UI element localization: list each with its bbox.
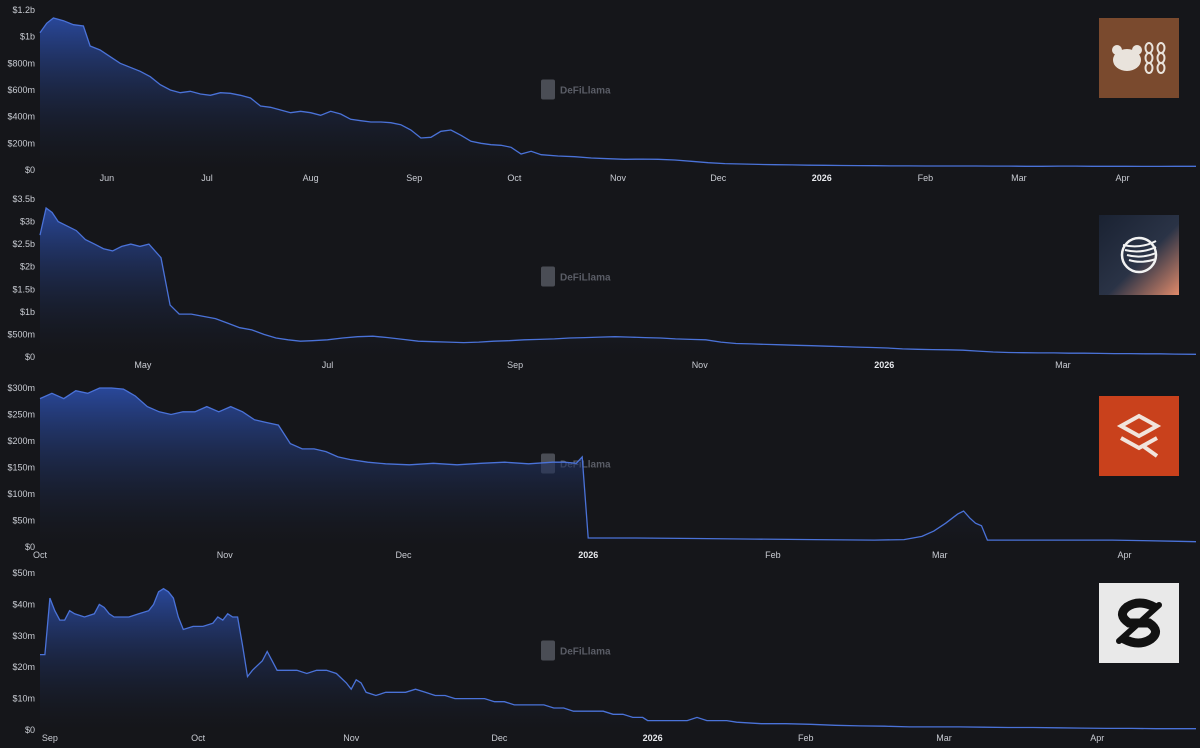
x-tick-label: Nov xyxy=(217,550,234,560)
y-tick-label: $200m xyxy=(7,436,35,446)
watermark: DeFiLlama xyxy=(541,266,611,287)
watermark: DeFiLlama xyxy=(541,79,611,100)
x-tick-label: Mar xyxy=(1055,360,1071,370)
y-tick-label: $0 xyxy=(25,165,35,175)
x-tick-label: Jul xyxy=(201,173,213,183)
x-tick-label: 2026 xyxy=(812,173,832,183)
svg-text:DeFiLlama: DeFiLlama xyxy=(560,86,611,97)
x-tick-label: Jul xyxy=(322,360,334,370)
chart-panel-4: $0 $10m $20m $30m $40m $50m Sep Oct Nov Dec 2026 Fe… xyxy=(0,561,1200,748)
y-tick-label: $10m xyxy=(12,694,35,704)
y-tick-label: $800m xyxy=(7,58,35,68)
x-tick-label: Dec xyxy=(395,550,412,560)
y-tick-label: $1.2b xyxy=(12,5,35,15)
y-tick-label: $1b xyxy=(20,307,35,317)
svg-text:DeFiLlama: DeFiLlama xyxy=(560,647,611,658)
series-line xyxy=(39,206,1197,355)
x-tick-label: Mar xyxy=(1011,173,1027,183)
x-tick-label: Oct xyxy=(507,173,522,183)
chart-svg: $0 $200m $400m $600m $800m $1b $1.2b Jun Jul Aug S… xyxy=(7,5,1196,183)
s-mark-logo xyxy=(1099,583,1179,663)
x-tick-label: Mar xyxy=(936,733,952,743)
x-tick-label: Oct xyxy=(33,550,48,560)
series-area xyxy=(40,388,1196,547)
x-tick-label: Jun xyxy=(100,173,115,183)
x-tick-label: Sep xyxy=(42,733,58,743)
x-tick-label: Apr xyxy=(1117,550,1131,560)
y-tick-label: $300m xyxy=(7,383,35,393)
y-tick-label: $250m xyxy=(7,410,35,420)
y-tick-label: $100m xyxy=(7,489,35,499)
svg-text:DeFiLlama: DeFiLlama xyxy=(560,460,611,471)
x-tick-label: 2026 xyxy=(578,550,598,560)
x-tick-label: Sep xyxy=(507,360,523,370)
series-line xyxy=(39,17,1196,168)
y-tick-label: $2b xyxy=(20,262,35,272)
x-tick-label: Sep xyxy=(406,173,422,183)
x-tick-label: Feb xyxy=(918,173,934,183)
chart-panel-2: $0 $500m $1b $1.5b $2b $2.5b $3b $3.5b May Jul Sep… xyxy=(0,187,1200,374)
y-tick-label: $600m xyxy=(7,85,35,95)
y-tick-label: $1.5b xyxy=(12,284,35,294)
x-tick-label: Feb xyxy=(798,733,814,743)
x-tick-label: Aug xyxy=(303,173,319,183)
chart-svg: $0 $500m $1b $1.5b $2b $2.5b $3b $3.5b May Jul Sep… xyxy=(7,194,1197,370)
series-area xyxy=(40,588,1196,730)
globe-arc-logo xyxy=(1099,215,1179,295)
x-tick-label: 2026 xyxy=(874,360,894,370)
y-tick-label: $200m xyxy=(7,138,35,148)
svg-text:DeFiLlama: DeFiLlama xyxy=(560,273,611,284)
x-tick-label: Dec xyxy=(710,173,727,183)
y-tick-label: $0 xyxy=(25,725,35,735)
y-tick-label: $20m xyxy=(12,662,35,672)
chart-svg: $0 $10m $20m $30m $40m $50m Sep Oct Nov Dec 2026 Fe… xyxy=(12,568,1196,743)
y-tick-label: $50m xyxy=(12,568,35,578)
x-tick-label: Apr xyxy=(1115,173,1129,183)
y-tick-label: $150m xyxy=(7,463,35,473)
y-tick-label: $50m xyxy=(12,516,35,526)
x-tick-label: Oct xyxy=(191,733,206,743)
x-tick-label: 2026 xyxy=(643,733,663,743)
series-line xyxy=(40,587,1196,730)
chart-svg: $0 $50m $100m $150m $200m $250m $300m Oct Nov Dec… xyxy=(7,383,1197,560)
y-tick-label: $0 xyxy=(25,542,35,552)
watermark: DeFiLlama xyxy=(541,640,611,661)
y-tick-label: $0 xyxy=(25,352,35,362)
y-tick-label: $3b xyxy=(20,217,35,227)
x-tick-label: Nov xyxy=(610,173,627,183)
x-tick-label: Mar xyxy=(932,550,948,560)
y-tick-label: $3.5b xyxy=(12,194,35,204)
x-tick-label: Nov xyxy=(343,733,360,743)
x-tick-label: May xyxy=(134,360,152,370)
x-tick-label: Nov xyxy=(692,360,709,370)
chart-panel-1: $0 $200m $400m $600m $800m $1b $1.2b Jun Jul Aug S… xyxy=(0,0,1200,187)
series-line xyxy=(39,387,1197,543)
series-area xyxy=(40,18,1196,170)
chart-panel-3: $0 $50m $100m $150m $200m $250m $300m Oct Nov Dec… xyxy=(0,374,1200,561)
y-tick-label: $2.5b xyxy=(12,239,35,249)
x-tick-label: Dec xyxy=(491,733,508,743)
x-tick-label: Feb xyxy=(765,550,781,560)
x-tick-label: Apr xyxy=(1090,733,1104,743)
series-area xyxy=(40,208,1196,357)
y-tick-label: $30m xyxy=(12,631,35,641)
y-tick-label: $40m xyxy=(12,599,35,609)
y-tick-label: $500m xyxy=(7,329,35,339)
bear-chain-logo xyxy=(1099,18,1179,98)
y-tick-label: $1b xyxy=(20,32,35,42)
folded-square-logo xyxy=(1099,396,1179,476)
y-tick-label: $400m xyxy=(7,112,35,122)
